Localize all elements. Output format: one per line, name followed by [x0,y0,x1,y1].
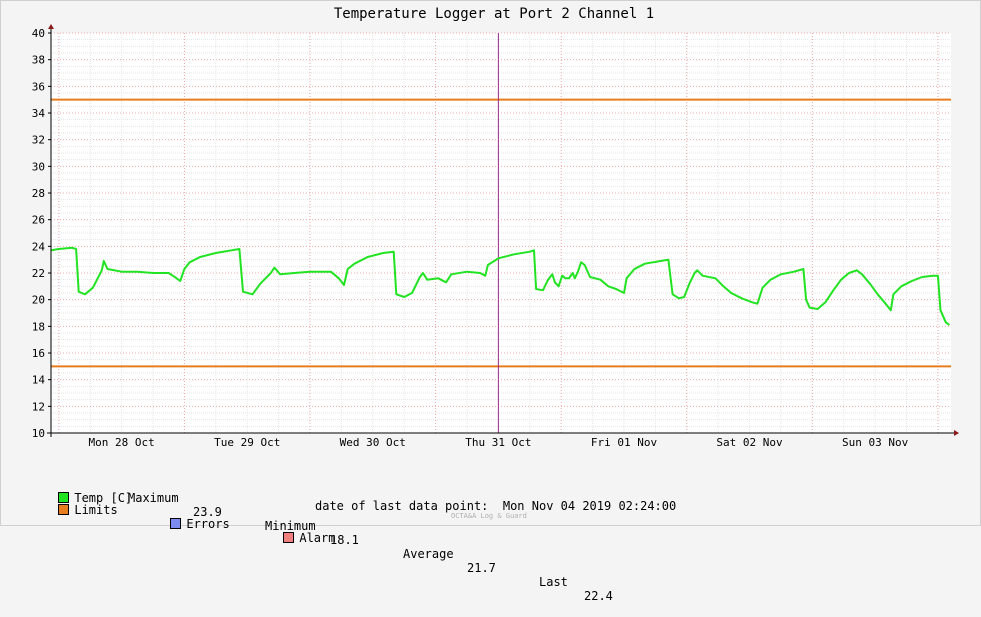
chart-title: Temperature Logger at Port 2 Channel 1 [334,6,654,22]
y-tick-label: 36 [32,80,45,93]
x-tick-label: Thu 31 Oct [465,436,531,449]
legend-alarm-label: Alarm [299,531,336,545]
y-tick-label: 14 [32,374,46,387]
y-tick-label: 30 [32,160,45,173]
y-tick-label: 28 [32,187,45,200]
x-tick-labels: Mon 28 Oct Tue 29 Oct Wed 30 Oct Thu 31 Oct… [89,436,909,449]
legend-errors-label: Errors [186,517,230,531]
watermark: OCTA&A Log & Guard [451,512,527,520]
y-tick-label: 12 [32,400,45,413]
y-tick-label: 22 [32,267,45,280]
legend-last-value: 22.4 [584,589,613,603]
legend-temp-label: Temp [C] [74,491,133,505]
series-layer [50,246,951,326]
y-tick-label: 18 [32,320,45,333]
temp-swatch [58,492,70,503]
y-tick-label: 20 [32,294,45,307]
legend-last-label: Last [539,575,568,589]
chart-root: Temperature Logger at Port 2 Channel 1 1… [0,0,981,603]
y-tick-labels: 10 12 14 16 18 20 22 24 26 28 30 32 34 36 38 40 [32,27,46,440]
legend-limits: Limits [15,489,118,531]
temperature-chart: Temperature Logger at Port 2 Channel 1 1… [0,0,981,526]
alarm-swatch [283,532,295,543]
y-axis-arrow [48,24,54,29]
legend-maximum-value: 23.9 [193,505,222,519]
x-axis-arrow [954,430,959,436]
y-tick-label: 26 [32,214,45,227]
legend-maximum-label: Maximum [128,491,179,505]
y-tick-label: 10 [32,427,45,440]
legend-alarm: Alarm [240,517,335,559]
limits-swatch [58,504,70,515]
legend-average-value: 21.7 [467,561,496,575]
x-tick-label: Wed 30 Oct [340,436,406,449]
grid-layer [51,32,951,433]
x-tick-label: Tue 29 Oct [214,436,280,449]
y-tick-label: 40 [32,27,45,40]
last-data-point: date of last data point: Mon Nov 04 2019… [315,499,676,513]
x-tick-label: Sat 02 Nov [716,436,783,449]
x-tick-label: Fri 01 Nov [591,436,658,449]
x-tick-label: Sun 03 Nov [842,436,909,449]
errors-swatch [170,518,182,529]
y-tick-label: 32 [32,134,45,147]
legend-row-keys: Limits Errors Alarm [15,475,335,545]
y-tick-label: 38 [32,54,45,67]
legend-errors: Errors [127,503,230,545]
series-line-temp [50,246,951,326]
y-tick-label: 16 [32,347,45,360]
limit-layer [51,98,951,368]
last-data-point-label: date of last data point: [315,499,489,513]
y-tick-label: 34 [32,107,46,120]
legend-average-label: Average [403,547,454,561]
legend-temp: Temp [C] [15,477,132,519]
x-tick-label: Mon 28 Oct [89,436,155,449]
y-tick-label: 24 [32,240,46,253]
legend-limits-label: Limits [74,503,118,517]
axis-layer [47,24,959,437]
last-data-point-value: Mon Nov 04 2019 02:24:00 [502,499,677,513]
